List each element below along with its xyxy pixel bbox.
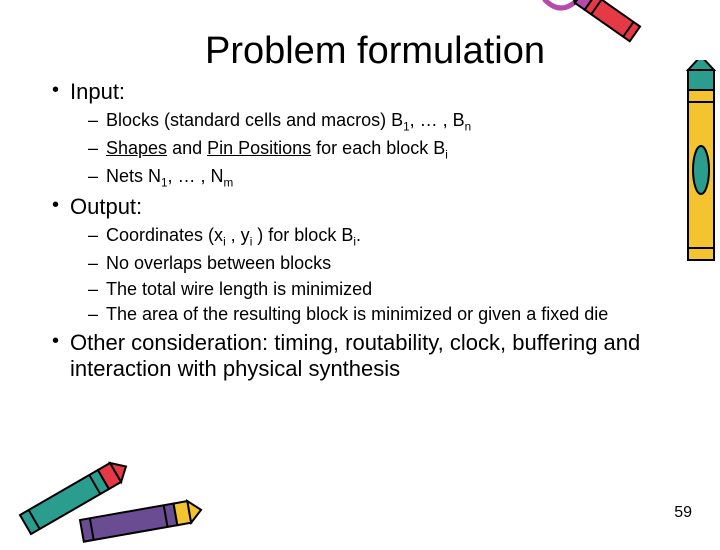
text: Coordinates (x [106,225,223,245]
output-item-coords: Coordinates (xi , yi ) for block Bi. [88,224,680,250]
input-sublist: Blocks (standard cells and macros) B1, …… [52,109,680,190]
text: , … , B [410,110,465,130]
output-item-overlap: No overlaps between blocks [88,252,680,275]
input-heading: Input: [52,79,680,105]
crayon-top-decoration [540,0,660,60]
crayon-bottom-decoration [10,460,210,550]
input-item-nets: Nets N1, … , Nm [88,165,680,191]
other-consideration: Other consideration: timing, routability… [52,330,680,382]
top-list: Input: Blocks (standard cells and macros… [40,79,680,382]
input-item-shapes: Shapes and Pin Positions for each block … [88,137,680,163]
text-underline: Pin Positions [207,138,311,158]
sub: i [445,148,448,161]
sub: m [224,176,234,189]
text: for each block B [311,138,445,158]
slide: Problem formulation Input: Blocks (stand… [0,0,720,540]
output-heading: Output: [52,194,680,220]
text: and [167,138,207,158]
page-number: 59 [674,504,692,522]
text-underline: Shapes [106,138,167,158]
text: Blocks (standard cells and macros) B [106,110,403,130]
text: Nets N [106,166,161,186]
text: . [356,225,361,245]
sub: n [465,121,472,134]
output-sublist: Coordinates (xi , yi ) for block Bi. No … [52,224,680,326]
output-item-wirelen: The total wire length is minimized [88,278,680,301]
output-item-area: The area of the resulting block is minim… [88,303,680,326]
input-item-blocks: Blocks (standard cells and macros) B1, …… [88,109,680,135]
text: ) for block B [252,225,353,245]
text: , y [226,225,250,245]
text: , … , N [168,166,224,186]
